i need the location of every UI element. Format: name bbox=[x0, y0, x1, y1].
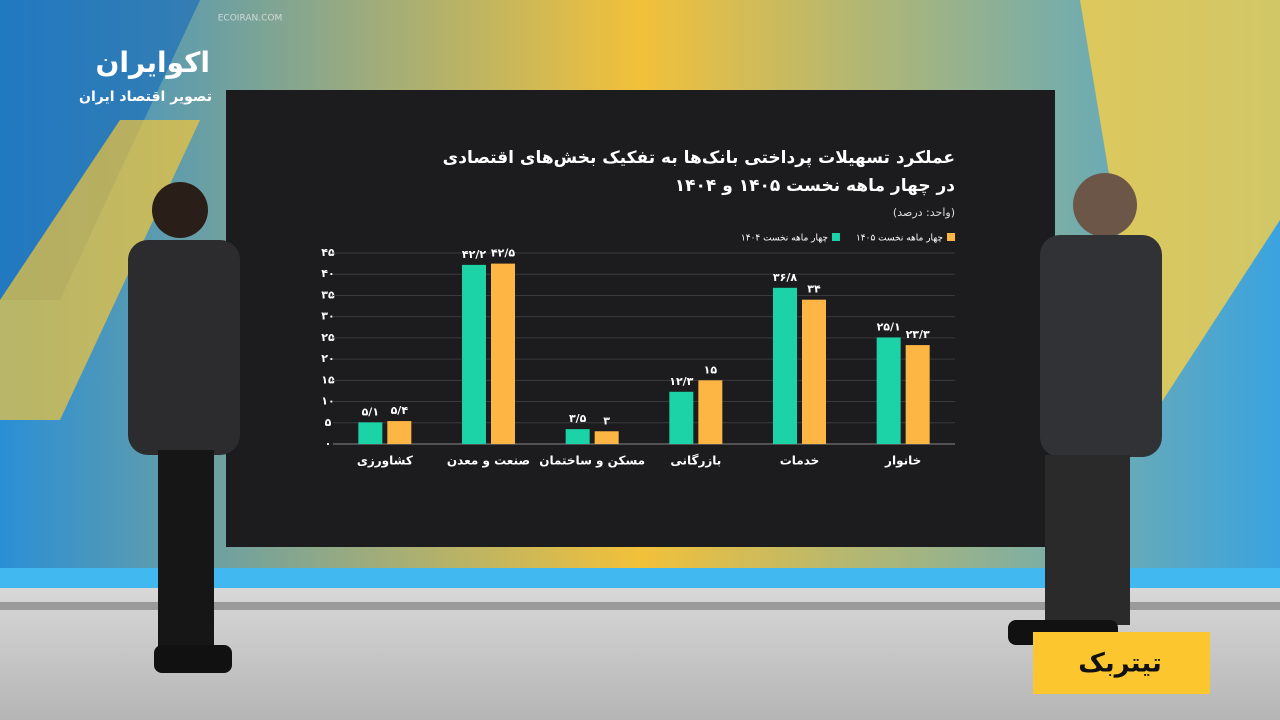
x-tick-label: مسکن و ساختمان bbox=[539, 454, 645, 469]
legend-swatch bbox=[947, 233, 955, 241]
x-tick-label: کشاورزی bbox=[357, 454, 413, 469]
bar bbox=[491, 263, 515, 444]
value-label: ۴۲/۵ bbox=[491, 247, 515, 260]
light-strip bbox=[0, 568, 1280, 588]
legend-label: چهار ماهه نخست ۱۴۰۴ bbox=[741, 234, 828, 244]
y-tick-label: ۴۰ bbox=[321, 267, 334, 280]
badge-text: تیتربک bbox=[1078, 649, 1162, 679]
x-tick-label: خدمات bbox=[780, 454, 820, 468]
chart-subtitle: در چهار ماهه نخست ۱۴۰۵ و ۱۴۰۴ bbox=[675, 176, 955, 196]
y-tick-label: ۱۵ bbox=[321, 373, 335, 386]
bar bbox=[669, 391, 694, 444]
chart: عملکرد تسهیلات پرداختی بانک‌ها به تفکیک … bbox=[321, 148, 955, 469]
bar bbox=[773, 287, 797, 444]
y-tick-label: ۴۵ bbox=[321, 246, 335, 259]
y-tick-label: ۰ bbox=[325, 437, 332, 450]
value-label: ۵/۴ bbox=[391, 404, 409, 417]
stripe bbox=[1080, 0, 1280, 420]
y-tick-label: ۵ bbox=[325, 416, 332, 429]
bar bbox=[387, 421, 412, 444]
y-tick-label: ۱۰ bbox=[321, 395, 334, 408]
value-label: ۳ bbox=[603, 414, 610, 427]
y-tick-label: ۲۰ bbox=[321, 352, 334, 365]
bar bbox=[565, 429, 590, 444]
y-tick-label: ۳۰ bbox=[321, 310, 334, 323]
x-tick-label: بازرگانی bbox=[670, 454, 721, 468]
value-label: ۵/۱ bbox=[362, 405, 379, 418]
bar bbox=[905, 345, 930, 444]
presenter-left bbox=[128, 182, 240, 673]
bar bbox=[698, 380, 723, 444]
bar bbox=[462, 264, 486, 444]
chart-title: عملکرد تسهیلات پرداختی بانک‌ها به تفکیک … bbox=[443, 148, 955, 168]
legend-swatch bbox=[831, 233, 840, 241]
value-label: ۳۴ bbox=[807, 283, 821, 296]
badge-box bbox=[1033, 632, 1210, 694]
bar bbox=[358, 422, 383, 444]
legend-label: چهار ماهه نخست ۱۴۰۵ bbox=[856, 234, 943, 244]
value-label: ۲۳/۳ bbox=[906, 328, 930, 341]
y-tick-label: ۳۵ bbox=[321, 288, 335, 301]
value-label: ۱۵ bbox=[704, 363, 718, 376]
site-watermark: ECOIRAN.COM bbox=[218, 14, 282, 24]
value-label: ۲۵/۱ bbox=[877, 320, 901, 333]
value-label: ۱۲/۳ bbox=[669, 375, 693, 388]
screen bbox=[226, 90, 1055, 547]
rail bbox=[0, 602, 1280, 610]
y-tick-label: ۲۵ bbox=[321, 331, 335, 344]
value-label: ۴۲/۲ bbox=[462, 248, 486, 261]
x-tick-label: خانوار bbox=[884, 454, 921, 469]
brand-name: اکوایران bbox=[96, 46, 210, 79]
value-label: ۳/۵ bbox=[569, 412, 587, 425]
bar bbox=[876, 337, 901, 444]
bar bbox=[802, 299, 826, 444]
bar bbox=[594, 431, 619, 444]
stripe bbox=[0, 120, 200, 420]
x-tick-label: صنعت و معدن bbox=[447, 454, 530, 469]
unit-label: (واحد: درصد) bbox=[893, 206, 955, 219]
value-label: ۳۶/۸ bbox=[773, 271, 797, 284]
brand-tagline: تصویر اقتصاد ایران bbox=[79, 89, 212, 105]
